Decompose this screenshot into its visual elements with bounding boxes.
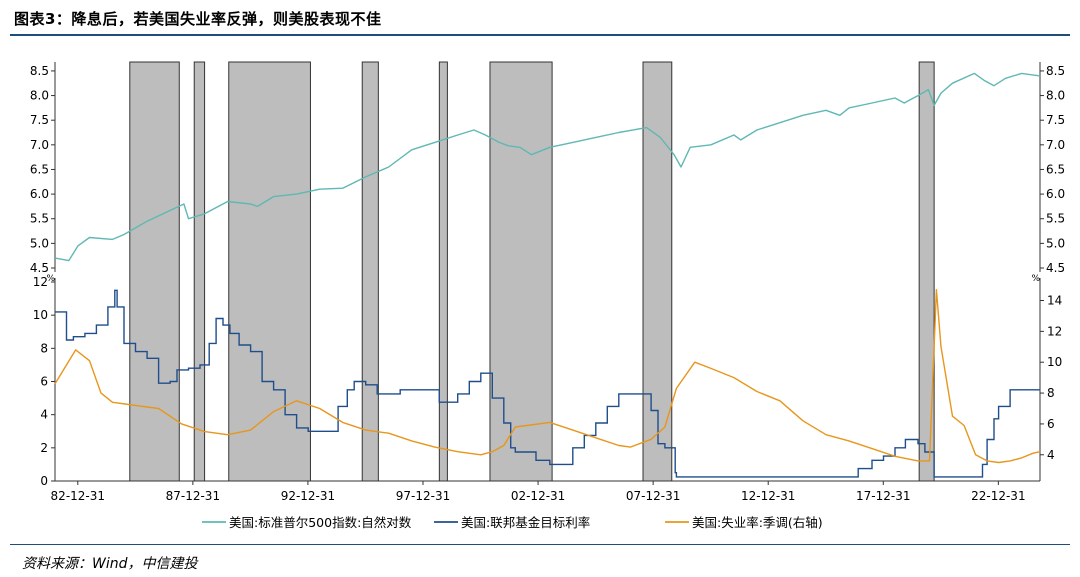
top-right-tick-label: 8.5 [1046, 64, 1065, 78]
chart-canvas: 4.5 4.5 5.0 5.0 5.5 5.5 6.0 6.0 6.5 6.5 7.0 7.0 7.5 7… [30, 61, 1065, 530]
unemployment-rate-line [54, 289, 1041, 464]
legend: 美国:标准普尔500指数:自然对数 美国:联邦基金目标利率 美国:失业率:季调(右轴… [202, 515, 823, 530]
legend-label-1: 美国:标准普尔500指数:自然对数 [229, 515, 412, 530]
top-right-tick-label: 4.5 [1046, 261, 1065, 275]
right-tick-label: 4 [1047, 448, 1055, 462]
left-tick-label: 0 [40, 474, 48, 488]
x-tick-label: 92-12-31 [281, 489, 335, 503]
top-left-tick-label: 8.0 [30, 89, 49, 103]
shaded-period-5 [438, 61, 448, 482]
shaded-period-4 [361, 61, 379, 482]
shaded-period-1 [129, 61, 180, 482]
top-right-tick-label: 8.0 [1046, 89, 1065, 103]
top-left-tick-label: 6.0 [30, 187, 49, 201]
shaded-period-2 [193, 61, 206, 482]
left-tick-label: 12 [33, 275, 48, 289]
top-right-tick-label: 5.5 [1046, 212, 1065, 226]
x-tick-label: 12-12-31 [741, 489, 795, 503]
series-lines [54, 72, 1041, 478]
x-tick-label: 22-12-31 [971, 489, 1025, 503]
x-tick-label: 82-12-31 [51, 489, 105, 503]
title-divider [10, 34, 1070, 36]
shaded-period-6 [489, 61, 553, 482]
fed-funds-rate-line [55, 289, 1040, 478]
top-right-tick-label: 7.5 [1046, 113, 1065, 127]
right-tick-label: 12 [1047, 324, 1062, 338]
top-left-tick-label: 5.0 [30, 236, 49, 250]
left-tick-label: 10 [33, 308, 48, 322]
x-tick-label: 07-12-31 [626, 489, 680, 503]
x-tick-label: 17-12-31 [856, 489, 910, 503]
top-right-tick-label: 6.0 [1046, 187, 1065, 201]
top-left-tick-label: 6.5 [30, 162, 49, 176]
footer-divider [10, 544, 1070, 545]
left-tick-label: 8 [40, 341, 48, 355]
axes: 4.5 4.5 5.0 5.0 5.5 5.5 6.0 6.0 6.5 6.5 7.0 7.0 7.5 7… [30, 62, 1065, 503]
x-tick-label: 97-12-31 [396, 489, 450, 503]
top-right-tick-label: 5.0 [1046, 236, 1065, 250]
top-left-tick-label: 7.5 [30, 113, 49, 127]
right-tick-label: 6 [1047, 417, 1055, 431]
shaded-periods [129, 61, 935, 482]
source-note: 资料来源：Wind，中信建投 [22, 556, 198, 572]
legend-label-3: 美国:失业率:季调(右轴) [692, 515, 823, 530]
sp500-log-line [54, 72, 1041, 262]
top-left-tick-label: 4.5 [30, 261, 49, 275]
top-left-tick-label: 5.5 [30, 212, 49, 226]
right-tick-label: 8 [1047, 386, 1055, 400]
shaded-period-3 [228, 61, 311, 482]
top-left-tick-label: 7.0 [30, 138, 49, 152]
right-unit-label: % [1031, 274, 1040, 284]
top-left-tick-label: 8.5 [30, 64, 49, 78]
left-tick-label: 6 [40, 375, 48, 389]
left-tick-label: 4 [40, 408, 48, 422]
top-right-tick-label: 7.0 [1046, 138, 1065, 152]
top-right-tick-label: 6.5 [1046, 162, 1065, 176]
right-tick-label: 14 [1047, 294, 1062, 308]
x-tick-label: 87-12-31 [166, 489, 220, 503]
right-tick-label: 10 [1047, 355, 1062, 369]
left-unit-label: % [46, 274, 55, 284]
legend-label-2: 美国:联邦基金目标利率 [461, 515, 590, 530]
x-tick-label: 02-12-31 [511, 489, 565, 503]
left-tick-label: 2 [40, 441, 48, 455]
figure-title: 图表3：降息后，若美国失业率反弹，则美股表现不佳 [14, 10, 382, 28]
